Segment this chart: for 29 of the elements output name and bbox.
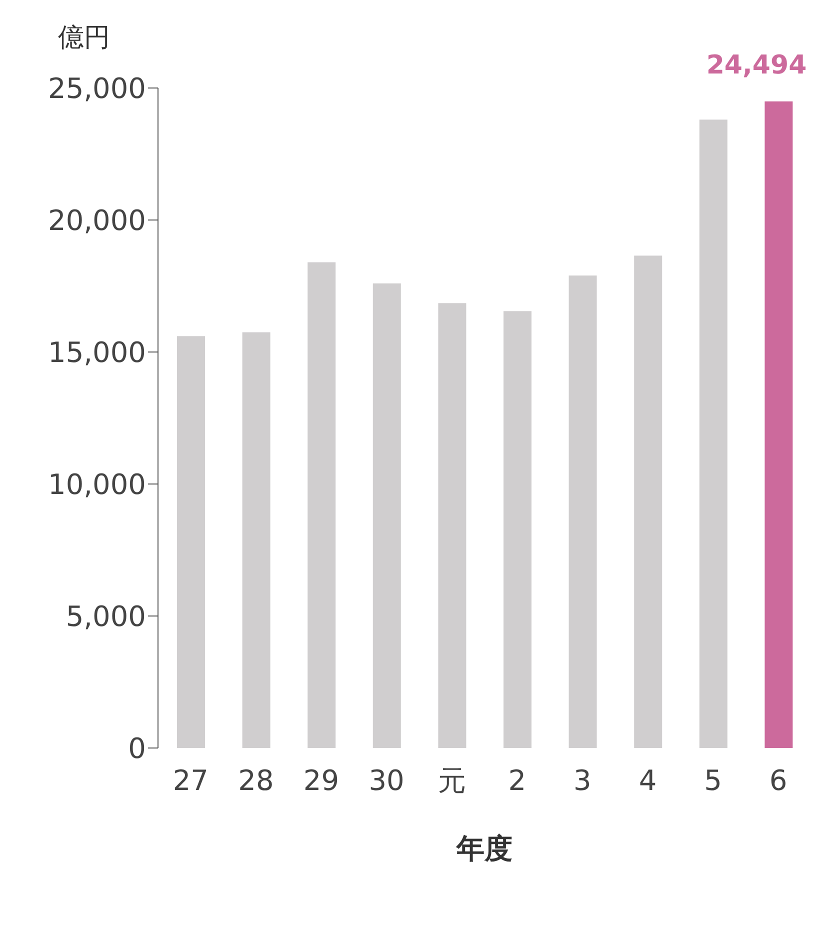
y-tick-label: 10,000 — [48, 468, 146, 501]
bar — [308, 262, 336, 748]
x-tick-label: 28 — [238, 764, 274, 797]
x-axis-title: 年度 — [456, 832, 512, 865]
bar — [764, 101, 793, 748]
y-tick-label: 25,000 — [48, 72, 146, 105]
data-label: 24,494 — [706, 50, 807, 80]
y-tick-label: 20,000 — [48, 204, 146, 237]
x-tick-label: 元 — [438, 764, 466, 797]
x-tick-label: 2 — [508, 764, 526, 797]
x-tick-label: 29 — [303, 764, 340, 797]
bar — [568, 275, 597, 748]
bar — [177, 336, 205, 748]
x-tick-label: 30 — [368, 764, 404, 797]
y-tick-label: 15,000 — [48, 336, 146, 369]
x-tick-label: 3 — [574, 764, 592, 797]
x-tick-label: 27 — [172, 764, 208, 797]
x-tick-label: 4 — [638, 764, 657, 797]
bar — [242, 332, 270, 748]
bar — [504, 311, 532, 748]
bar — [699, 120, 728, 748]
bar — [634, 256, 662, 748]
x-tick-label: 5 — [704, 764, 722, 797]
bar — [438, 303, 466, 748]
y-tick-label: 0 — [128, 732, 146, 765]
y-tick-label: 5,000 — [66, 600, 146, 633]
y-axis-title: 億円 — [58, 22, 110, 55]
x-tick-label: 6 — [769, 764, 788, 797]
bar — [372, 283, 401, 748]
